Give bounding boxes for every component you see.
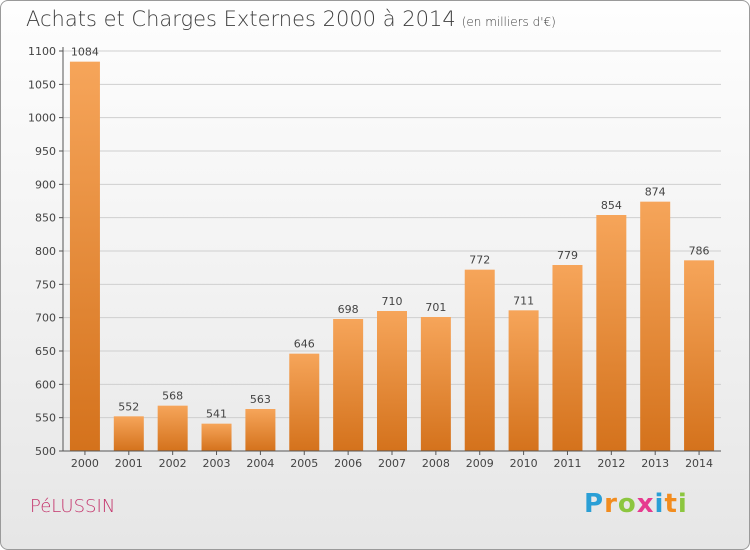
- value-label-2000: 1084: [71, 46, 99, 59]
- y-tick-label-650: 650: [35, 345, 56, 358]
- commune-name: PéLUSSIN: [30, 496, 116, 517]
- value-label-2010: 711: [513, 294, 534, 307]
- labels: 500 550 600 650 700 750 800 850 900 950 1000 1050 11…: [28, 45, 713, 470]
- y-tick-label-800: 800: [35, 245, 56, 258]
- y-tick-label-900: 900: [35, 178, 56, 191]
- value-label-2008: 701: [425, 301, 446, 314]
- bar-2006: [333, 319, 364, 451]
- value-label-2014: 786: [689, 244, 710, 257]
- bar-2012: [596, 215, 627, 451]
- chart-subtitle: (en milliers d'€): [461, 15, 556, 29]
- x-tick-label-2007: 2007: [378, 457, 406, 470]
- logo-letter: i: [677, 489, 688, 519]
- bar-2000: [69, 61, 100, 452]
- bar-2005: [289, 353, 320, 451]
- x-tick-label-2013: 2013: [641, 457, 669, 470]
- bar-2013: [640, 201, 671, 451]
- x-tick-label-2003: 2003: [203, 457, 231, 470]
- bar-2007: [377, 311, 407, 451]
- bar-2008: [420, 317, 451, 451]
- chart-title: Achats et Charges Externes 2000 à 2014 (e…: [26, 7, 556, 31]
- y-tick-label-1050: 1050: [28, 78, 56, 91]
- y-tick-label-950: 950: [35, 145, 56, 158]
- bar-2003: [201, 423, 232, 451]
- value-label-2007: 710: [382, 295, 403, 308]
- y-tick-label-1000: 1000: [28, 112, 56, 125]
- value-label-2009: 772: [469, 254, 490, 267]
- logo-letter: x: [636, 489, 655, 519]
- x-tick-label-2002: 2002: [159, 457, 187, 470]
- bar-2004: [245, 409, 276, 451]
- y-tick-label-550: 550: [35, 412, 56, 425]
- bar-2010: [508, 310, 539, 451]
- y-tick-label-600: 600: [35, 378, 56, 391]
- y-tick-label-500: 500: [35, 445, 56, 458]
- x-tick-label-2000: 2000: [71, 457, 99, 470]
- chart-title-text: Achats et Charges Externes 2000 à 2014: [26, 7, 456, 31]
- value-label-2003: 541: [206, 408, 227, 421]
- x-tick-label-2010: 2010: [510, 457, 538, 470]
- value-label-2013: 874: [645, 186, 666, 199]
- logo-letter: r: [604, 489, 618, 519]
- x-tick-label-2006: 2006: [334, 457, 362, 470]
- value-label-2001: 552: [118, 400, 139, 413]
- x-tick-label-2008: 2008: [422, 457, 450, 470]
- value-label-2011: 779: [557, 249, 578, 262]
- y-tick-label-1100: 1100: [28, 45, 56, 58]
- value-label-2012: 854: [601, 199, 622, 212]
- bars: [69, 61, 715, 452]
- y-tick-label-750: 750: [35, 278, 56, 291]
- bar-2001: [113, 416, 144, 451]
- bar-2009: [464, 269, 495, 451]
- value-label-2004: 563: [250, 393, 271, 406]
- x-tick-label-2014: 2014: [685, 457, 713, 470]
- value-label-2006: 698: [338, 303, 359, 316]
- axes: [59, 47, 721, 455]
- y-tick-label-850: 850: [35, 212, 56, 225]
- value-label-2005: 646: [294, 338, 315, 351]
- x-tick-label-2005: 2005: [290, 457, 318, 470]
- x-tick-label-2001: 2001: [115, 457, 143, 470]
- x-tick-label-2004: 2004: [246, 457, 274, 470]
- logo-letter: P: [584, 489, 605, 519]
- x-tick-label-2009: 2009: [466, 457, 494, 470]
- proxiti-logo: Proxiti: [584, 489, 688, 519]
- bar-2011: [552, 265, 583, 451]
- logo-letter: i: [654, 489, 665, 519]
- x-tick-label-2012: 2012: [597, 457, 625, 470]
- y-tick-label-700: 700: [35, 312, 56, 325]
- bar-2002: [157, 405, 188, 451]
- bar-2014: [684, 260, 715, 451]
- logo-letter: o: [617, 489, 637, 519]
- x-tick-label-2011: 2011: [553, 457, 581, 470]
- value-label-2002: 568: [162, 390, 183, 403]
- logo-letter: t: [664, 489, 678, 519]
